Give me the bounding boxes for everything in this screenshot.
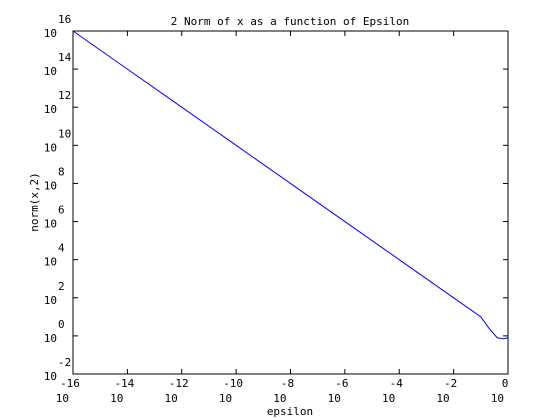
series-line [72,30,509,340]
y-tick-label-exponent: 8 [58,165,65,178]
x-tick-label-base: 10 [219,392,232,405]
x-tick-label-exponent: -8 [281,377,294,390]
y-tick-label-base: 10 [44,141,57,154]
y-tick-label-exponent: 14 [58,51,72,64]
x-tick-label-base: 10 [165,392,178,405]
y-tick-label-base: 10 [44,256,57,269]
series-layer [72,30,509,340]
x-tick-label-base: 10 [110,392,123,405]
x-tick-label-base: 10 [382,392,395,405]
y-tick-label-exponent: 0 [58,318,65,331]
x-tick-label-base: 10 [328,392,341,405]
y-tick-label-base: 10 [44,294,57,307]
y-tick-label-base: 10 [44,332,57,345]
x-tick-label-base: 10 [491,392,504,405]
y-tick-label-exponent: 12 [58,89,71,102]
x-tick-label-exponent: -2 [444,377,457,390]
x-tick-label-base: 10 [436,392,449,405]
y-tick-label-base: 10 [44,218,57,231]
x-tick-label-exponent: -12 [169,377,189,390]
y-tick-label-exponent: 10 [58,127,71,140]
y-tick-label-base: 10 [44,65,57,78]
x-tick-label-base: 10 [273,392,286,405]
y-tick-label-base: 10 [44,370,57,383]
x-tick-label-base: 10 [56,392,69,405]
y-tick-label-exponent: 4 [58,242,65,255]
x-tick-label-exponent: -6 [335,377,348,390]
y-tick-label-exponent: -2 [58,356,71,369]
chart-title: 2 Norm of x as a function of Epsilon [171,15,409,28]
y-axis-label: norm(x,2) [28,172,41,232]
y-tick-label-base: 10 [44,103,57,116]
y-tick-label-exponent: 2 [58,280,65,293]
x-tick-label-exponent: -16 [60,377,80,390]
x-tick-label-exponent: -14 [114,377,134,390]
y-tick-label-base: 10 [44,179,57,192]
axis-ticks: 10-1610-1410-1210-1010-810-610-410-21001… [44,13,509,405]
x-tick-label-exponent: 0 [502,377,509,390]
x-tick-label-exponent: -10 [223,377,243,390]
plot-area [72,30,509,375]
y-tick-label-base: 10 [44,27,57,40]
x-axis-label: epsilon [267,405,313,418]
y-tick-label-exponent: 6 [58,204,65,217]
x-tick-label-exponent: -4 [390,377,404,390]
y-tick-label-exponent: 16 [58,13,71,26]
